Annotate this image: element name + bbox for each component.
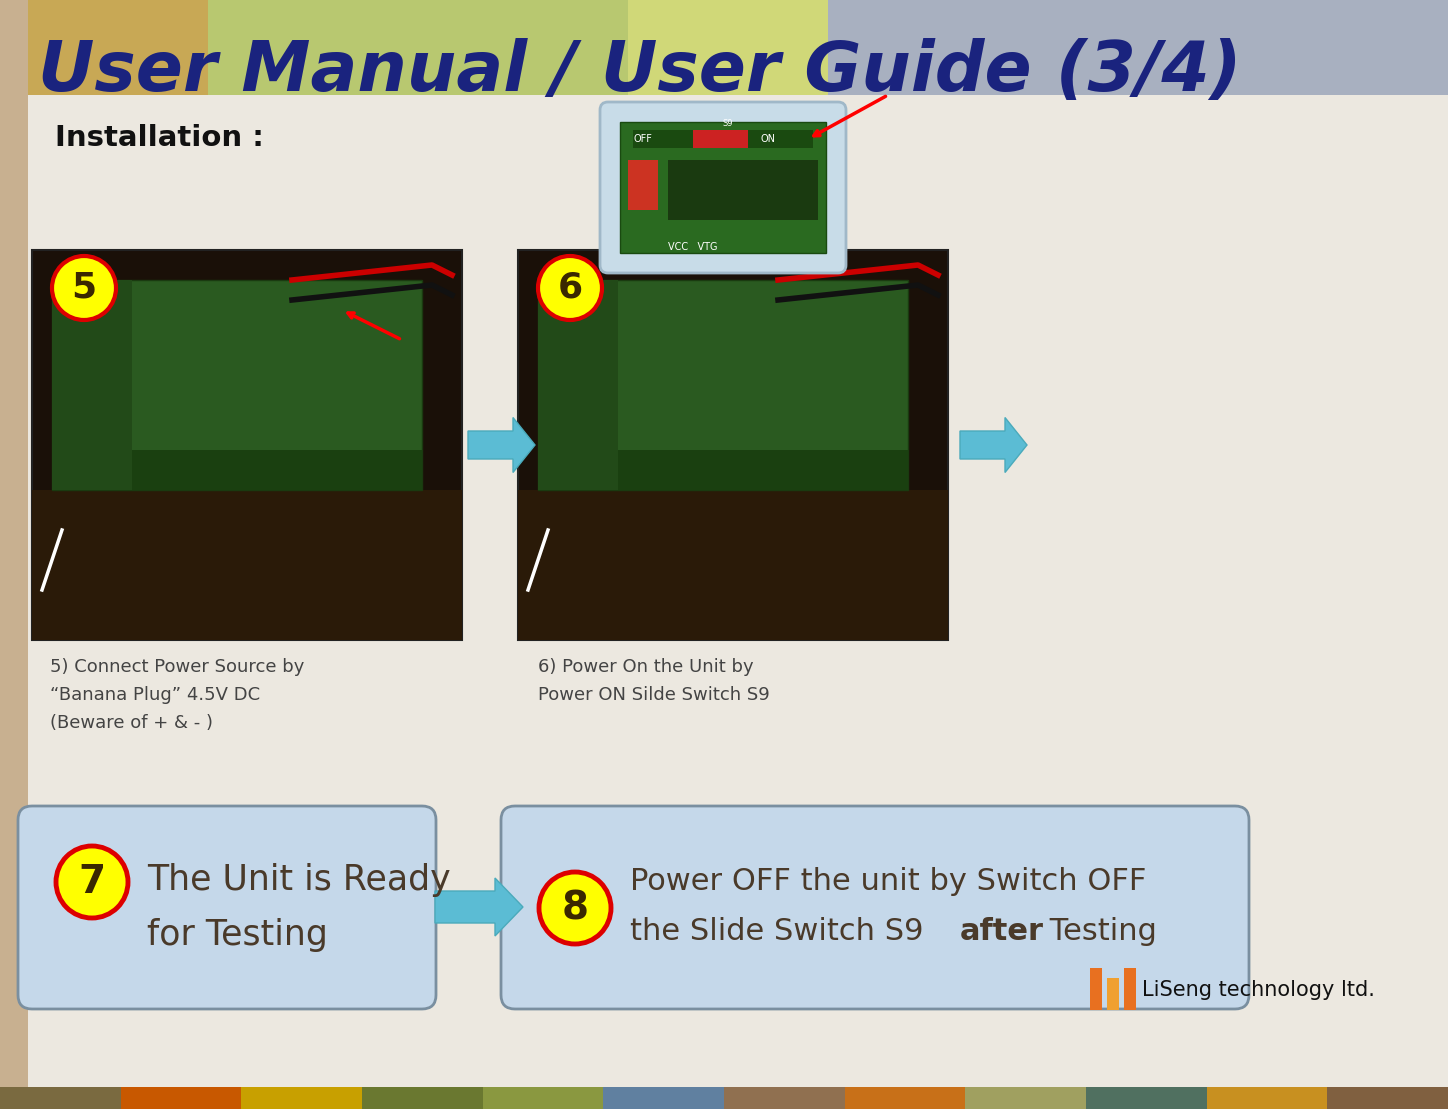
- Text: OFF: OFF: [634, 134, 653, 144]
- Bar: [242, 1087, 363, 1109]
- Bar: [482, 1087, 604, 1109]
- Text: S9: S9: [723, 120, 733, 129]
- Bar: [28, 95, 1448, 1087]
- Text: 6: 6: [557, 271, 582, 305]
- FancyArrow shape: [468, 417, 534, 472]
- Text: Power OFF the unit by Switch OFF: Power OFF the unit by Switch OFF: [630, 867, 1147, 896]
- Bar: [52, 279, 132, 490]
- Text: Testing: Testing: [1040, 917, 1157, 946]
- Bar: [620, 122, 825, 253]
- Text: the Slide Switch S9: the Slide Switch S9: [630, 917, 934, 946]
- Bar: [518, 250, 948, 640]
- Bar: [52, 450, 421, 490]
- Bar: [1090, 968, 1102, 1010]
- FancyArrow shape: [434, 878, 523, 936]
- Bar: [0, 1087, 122, 1109]
- FancyBboxPatch shape: [501, 806, 1250, 1009]
- Bar: [518, 490, 948, 640]
- Circle shape: [539, 872, 611, 944]
- Bar: [362, 1087, 484, 1109]
- Text: for Testing: for Testing: [148, 918, 327, 952]
- Bar: [539, 279, 908, 490]
- FancyBboxPatch shape: [599, 102, 846, 273]
- Bar: [32, 250, 462, 640]
- Bar: [844, 1087, 966, 1109]
- Bar: [120, 1087, 242, 1109]
- Bar: [966, 1087, 1087, 1109]
- Bar: [724, 1087, 846, 1109]
- Text: 7: 7: [78, 863, 106, 901]
- Text: Installation :: Installation :: [55, 124, 264, 152]
- Bar: [52, 279, 421, 490]
- Bar: [28, 0, 209, 95]
- Bar: [539, 279, 618, 490]
- Bar: [668, 160, 818, 220]
- Bar: [628, 160, 657, 210]
- FancyBboxPatch shape: [17, 806, 436, 1009]
- Text: 8: 8: [562, 889, 588, 927]
- Text: LiSeng technology ltd.: LiSeng technology ltd.: [1142, 980, 1374, 1000]
- Text: User Manual / User Guide (3/4): User Manual / User Guide (3/4): [38, 39, 1241, 105]
- Text: The Unit is Ready: The Unit is Ready: [148, 863, 450, 897]
- Text: 5: 5: [71, 271, 97, 305]
- Bar: [32, 490, 462, 640]
- Bar: [828, 0, 1448, 95]
- Bar: [1108, 978, 1119, 1010]
- FancyArrow shape: [960, 417, 1027, 472]
- Bar: [209, 0, 628, 95]
- Bar: [633, 130, 812, 147]
- Bar: [628, 0, 828, 95]
- Text: VCC   VTG: VCC VTG: [668, 242, 718, 252]
- Text: ON: ON: [760, 134, 776, 144]
- Bar: [1124, 968, 1137, 1010]
- Bar: [1328, 1087, 1448, 1109]
- Text: after: after: [960, 917, 1044, 946]
- Bar: [604, 1087, 725, 1109]
- Text: 5) Connect Power Source by
“Banana Plug” 4.5V DC
(Beware of + & - ): 5) Connect Power Source by “Banana Plug”…: [51, 658, 304, 732]
- Bar: [539, 450, 908, 490]
- Bar: [694, 130, 749, 147]
- Circle shape: [56, 846, 127, 918]
- Bar: [1206, 1087, 1328, 1109]
- Text: 6) Power On the Unit by
Power ON Silde Switch S9: 6) Power On the Unit by Power ON Silde S…: [539, 658, 770, 704]
- Bar: [1086, 1087, 1208, 1109]
- Circle shape: [52, 256, 116, 321]
- Circle shape: [539, 256, 602, 321]
- Bar: [0, 0, 28, 1109]
